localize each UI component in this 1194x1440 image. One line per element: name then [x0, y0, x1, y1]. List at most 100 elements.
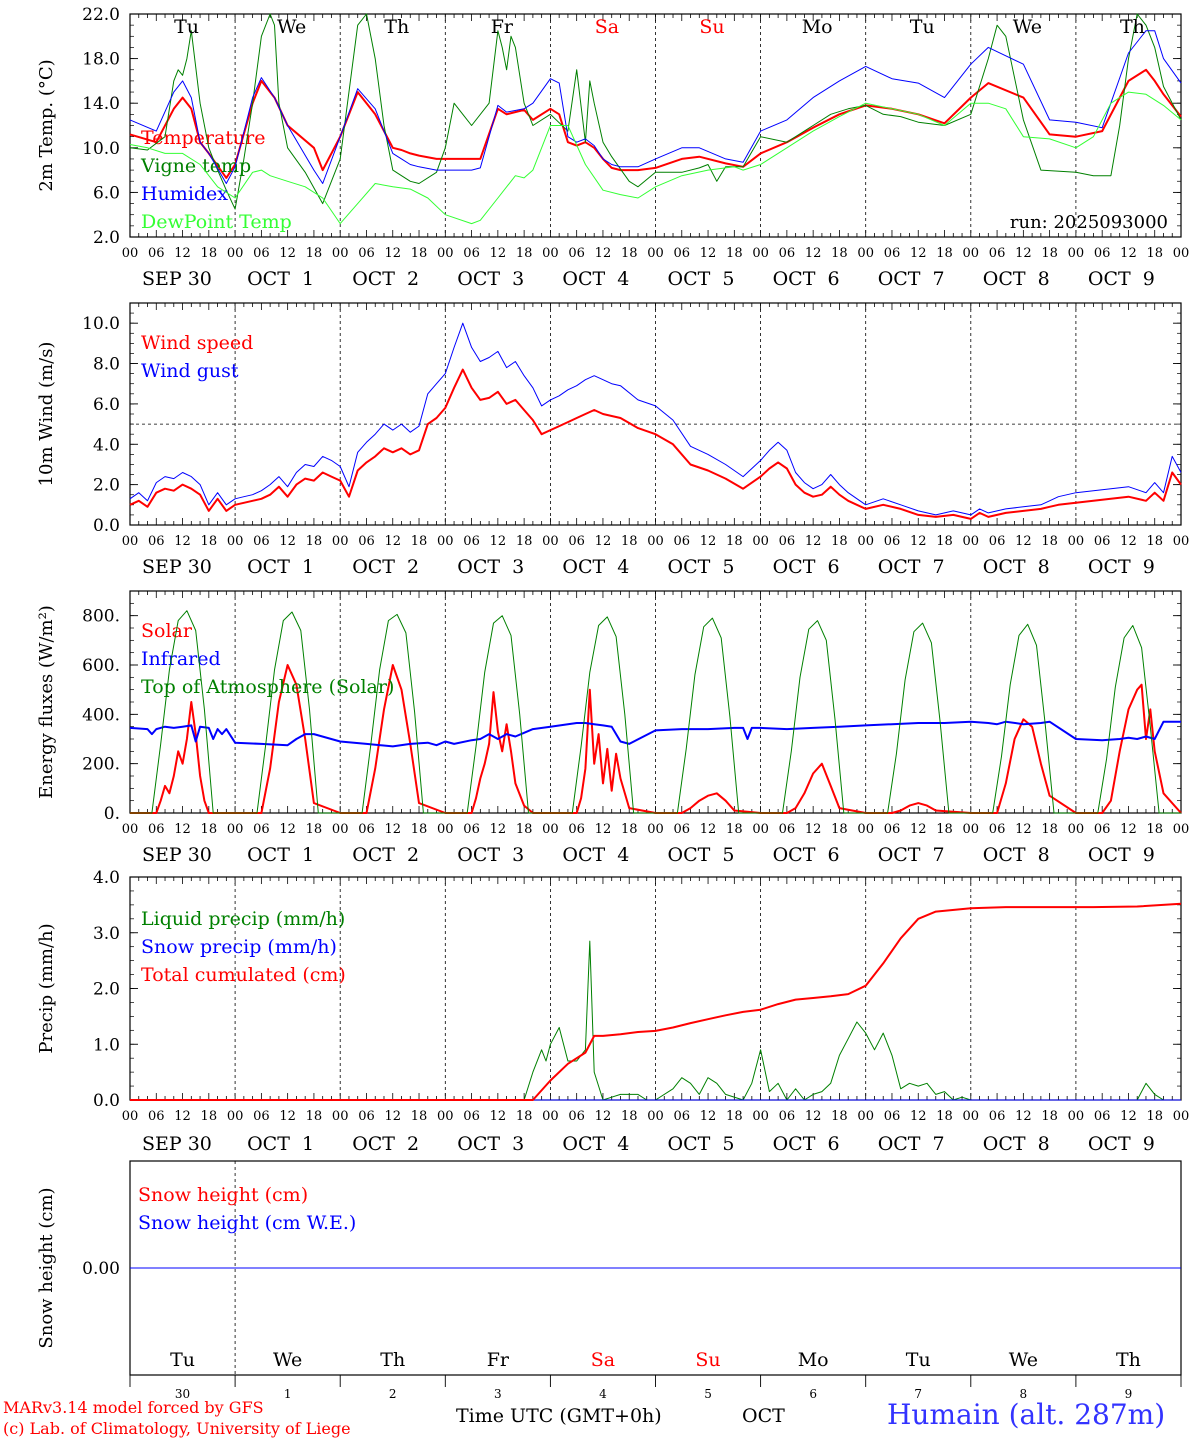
precip-hour-label: 18	[831, 1109, 848, 1124]
temp-y-tick-label: 2.0	[93, 228, 120, 248]
wind-hour-label: 00	[857, 534, 874, 549]
temp-hour-label: 18	[936, 246, 953, 261]
snow-day-number: 6	[809, 1387, 817, 1401]
precip-hour-label: 18	[411, 1109, 428, 1124]
energy-hour-label: 06	[989, 822, 1006, 837]
energy-hour-label: 06	[568, 822, 585, 837]
temp-hour-label: 12	[910, 246, 927, 261]
energy-hour-label: 12	[1015, 822, 1032, 837]
energy-date-label: OCT 2	[352, 844, 419, 866]
temp-hour-label: 18	[621, 246, 638, 261]
temp-hour-label: 12	[595, 246, 612, 261]
wind-hour-label: 00	[332, 534, 349, 549]
wind-hour-label: 06	[253, 534, 270, 549]
energy-hour-label: 18	[516, 822, 533, 837]
wind-hour-label: 00	[437, 534, 454, 549]
temp-hour-label: 18	[1146, 246, 1163, 261]
energy-legend-entry: Top of Atmosphere (Solar)	[141, 676, 394, 698]
wind-date-label: OCT 1	[247, 556, 314, 578]
precip-hour-label: 12	[595, 1109, 612, 1124]
month-label: OCT	[742, 1405, 785, 1427]
wind-legend-entry: Wind speed	[141, 332, 253, 354]
temp-hour-label: 00	[332, 246, 349, 261]
precip-hour-label: 12	[174, 1109, 191, 1124]
temp-series-temperature	[129, 68, 1182, 179]
snow-day-number: 8	[1020, 1387, 1028, 1401]
precip-hour-label: 00	[857, 1109, 874, 1124]
wind-hour-label: 18	[1041, 534, 1058, 549]
wind-date-label: OCT 2	[352, 556, 419, 578]
temp-date-label: OCT 9	[1088, 268, 1155, 290]
precip-hour-label: 06	[779, 1109, 796, 1124]
temp-weekday-label: Mo	[802, 16, 833, 38]
wind-y-tick-label: 4.0	[93, 435, 120, 455]
temp-hour-label: 06	[253, 246, 270, 261]
temp-series-humidex	[129, 30, 1182, 184]
energy-hour-label: 18	[201, 822, 218, 837]
energy-hour-label: 12	[384, 822, 401, 837]
energy-series-top-of-atmosphere-solar-	[130, 610, 1181, 814]
wind-hour-label: 06	[884, 534, 901, 549]
wind-hour-label: 18	[306, 534, 323, 549]
precip-legend-entry: Total cumulated (cm)	[141, 964, 346, 986]
precip-hour-label: 00	[227, 1109, 244, 1124]
temp-legend-entry: DewPoint Temp	[141, 211, 292, 233]
wind-hour-label: 12	[174, 534, 191, 549]
temp-hour-label: 18	[516, 246, 533, 261]
precip-hour-label: 06	[884, 1109, 901, 1124]
precip-hour-label: 06	[989, 1109, 1006, 1124]
energy-hour-label: 18	[306, 822, 323, 837]
precip-hour-label: 00	[542, 1109, 559, 1124]
temp-weekday-label: We	[277, 16, 306, 38]
precip-series-total-cumulated-cm-	[130, 902, 1182, 1101]
wind-hour-label: 00	[963, 534, 980, 549]
energy-hour-label: 00	[752, 822, 769, 837]
energy-hour-label: 18	[411, 822, 428, 837]
energy-hour-label: 00	[857, 822, 874, 837]
wind-hour-label: 06	[779, 534, 796, 549]
wind-y-label: 10m Wind (m/s)	[36, 342, 57, 487]
energy-hour-label: 06	[779, 822, 796, 837]
wind-legend-entry: Wind gust	[141, 360, 239, 382]
temp-hour-label: 12	[1015, 246, 1032, 261]
energy-y-tick-label: 400.	[82, 705, 120, 725]
temp-date-label: OCT 1	[247, 268, 314, 290]
temp-weekday-label: Sa	[595, 16, 619, 38]
temp-legend-entry: Temperature	[141, 127, 265, 149]
precip-date-label: OCT 6	[773, 1133, 840, 1155]
energy-hour-label: 12	[805, 822, 822, 837]
precip-hour-label: 12	[384, 1109, 401, 1124]
wind-hour-label: 06	[463, 534, 480, 549]
wind-hour-label: 18	[201, 534, 218, 549]
model-credit: MARv3.14 model forced by GFS	[3, 1398, 264, 1417]
wind-y-tick-label: 10.0	[82, 314, 120, 334]
wind-hour-label: 12	[279, 534, 296, 549]
precip-hour-label: 00	[963, 1109, 980, 1124]
precip-hour-label: 18	[936, 1109, 953, 1124]
temp-hour-label: 00	[963, 246, 980, 261]
energy-hour-label: 06	[674, 822, 691, 837]
wind-hour-label: 06	[989, 534, 1006, 549]
wind-hour-label: 00	[1068, 534, 1085, 549]
temp-hour-label: 06	[989, 246, 1006, 261]
precip-hour-label: 00	[437, 1109, 454, 1124]
temp-hour-label: 00	[1173, 246, 1190, 261]
wind-hour-label: 18	[411, 534, 428, 549]
temp-date-label: OCT 5	[668, 268, 735, 290]
snow-legend-entry: Snow height (cm)	[138, 1184, 308, 1206]
energy-date-label: OCT 1	[247, 844, 314, 866]
snow-weekday-label: We	[1009, 1349, 1038, 1371]
precip-hour-label: 06	[674, 1109, 691, 1124]
wind-hour-label: 06	[568, 534, 585, 549]
energy-date-label: OCT 8	[983, 844, 1050, 866]
wind-hour-label: 18	[831, 534, 848, 549]
precip-y-tick-label: 1.0	[93, 1035, 120, 1055]
snow-day-number: 1	[284, 1387, 292, 1401]
snow-legend-entry: Snow height (cm W.E.)	[138, 1212, 356, 1234]
energy-y-tick-label: 600.	[82, 656, 120, 676]
temp-y-tick-label: 14.0	[82, 94, 120, 114]
energy-hour-label: 00	[122, 822, 139, 837]
energy-hour-label: 00	[1173, 822, 1190, 837]
energy-legend-entry: Infrared	[141, 648, 221, 670]
run-label: run: 2025093000	[1010, 212, 1168, 233]
